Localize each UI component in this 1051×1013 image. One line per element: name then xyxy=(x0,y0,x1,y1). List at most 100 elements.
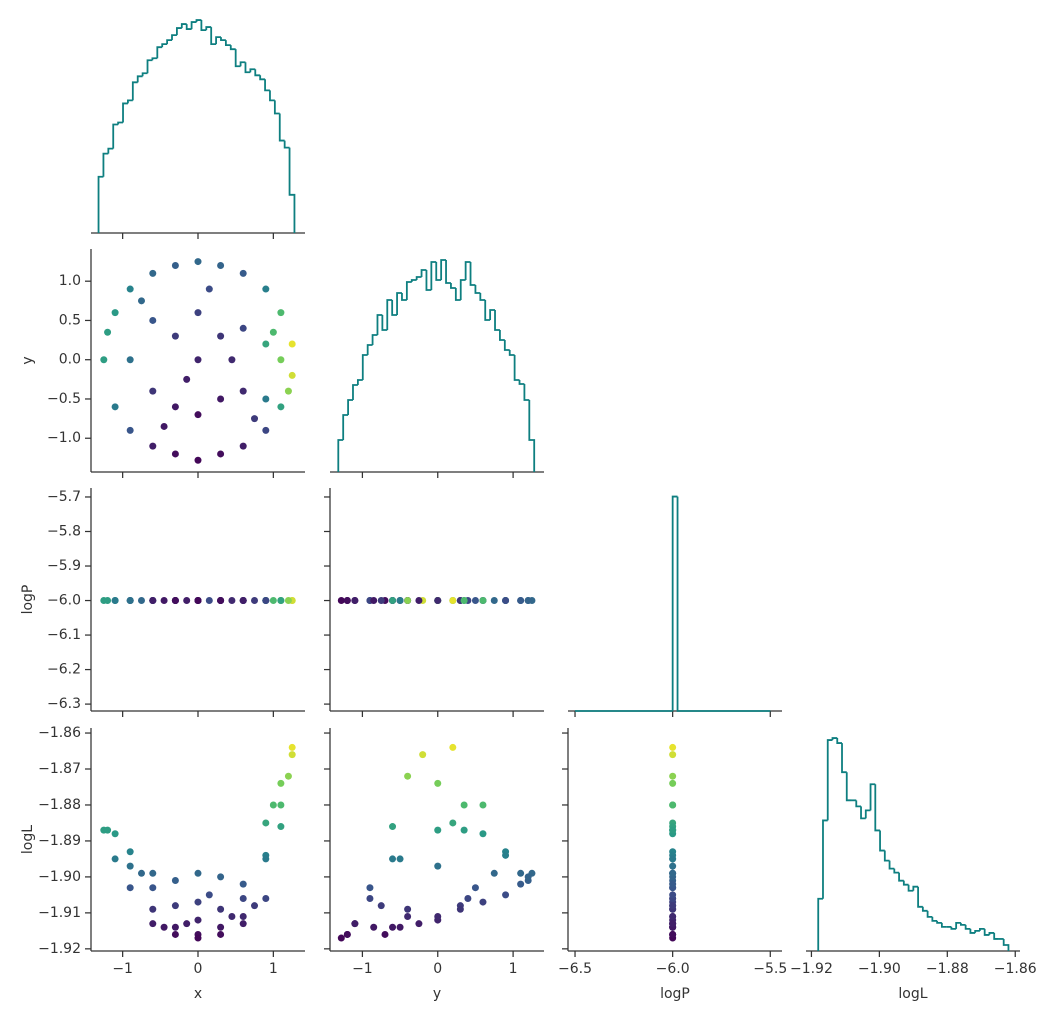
scatter-point xyxy=(351,597,359,605)
scatter-point xyxy=(284,597,292,605)
scatter-point xyxy=(194,934,202,942)
hist-step xyxy=(964,924,971,930)
hist-step xyxy=(264,79,270,92)
scatter-point xyxy=(149,884,157,892)
hist-step xyxy=(342,414,349,440)
scatter-point xyxy=(171,923,179,931)
hist-step xyxy=(993,932,999,940)
y-tick-label: −5.9 xyxy=(47,558,81,574)
hist-step xyxy=(171,34,177,41)
hist-step xyxy=(288,147,296,233)
hist-step xyxy=(146,59,153,74)
hist-step xyxy=(445,260,451,284)
x-axis-label: x xyxy=(194,986,202,1002)
hist-step xyxy=(259,75,266,81)
hist-step xyxy=(420,269,427,277)
scatter-point xyxy=(251,415,259,423)
hist-step xyxy=(415,276,422,280)
y-tick-label: −6.0 xyxy=(47,593,81,609)
scatter-point xyxy=(251,597,259,605)
hist-step xyxy=(244,62,251,74)
hist-step xyxy=(229,45,236,51)
y-tick-label: 1.0 xyxy=(59,273,81,289)
scatter-point xyxy=(434,862,442,870)
scatter-point xyxy=(149,442,157,450)
scatter-point xyxy=(434,912,442,920)
scatter-point xyxy=(126,285,134,293)
scatter-point xyxy=(262,597,270,605)
hist-step xyxy=(102,152,109,177)
scatter-point xyxy=(524,597,532,605)
scatter-point xyxy=(126,356,134,364)
hist-step xyxy=(474,285,481,294)
scatter-point xyxy=(517,869,525,877)
x-tick-label: −5.5 xyxy=(753,961,787,977)
scatter-point xyxy=(217,905,225,913)
scatter-point xyxy=(404,912,412,920)
hist-step xyxy=(879,830,885,852)
scatter-point xyxy=(160,597,168,605)
hist-step xyxy=(528,400,536,472)
scatter-point xyxy=(669,930,677,938)
hist-step xyxy=(836,738,843,744)
scatter-point xyxy=(104,328,112,336)
scatter-point xyxy=(149,316,157,324)
scatter-point xyxy=(502,891,510,899)
hist-step xyxy=(494,310,500,331)
scatter-point xyxy=(171,930,179,938)
scatter-point xyxy=(669,912,677,920)
x-tick-label: −6.0 xyxy=(656,961,690,977)
scatter-point xyxy=(194,869,202,877)
scatter-point xyxy=(111,597,119,605)
scatter-point xyxy=(228,597,236,605)
scatter-point xyxy=(239,597,247,605)
hist-step xyxy=(469,262,476,286)
scatter-point xyxy=(404,597,412,605)
scatter-point xyxy=(456,905,464,913)
hist-step xyxy=(401,293,407,301)
scatter-point xyxy=(269,801,277,809)
hist-step xyxy=(176,27,182,36)
hist-step xyxy=(454,288,461,301)
hist-step xyxy=(893,868,900,874)
scatter-point xyxy=(460,826,468,834)
hist-step xyxy=(234,49,241,68)
hist-step xyxy=(381,315,388,331)
y-tick-label: −1.86 xyxy=(38,725,81,741)
hist-step xyxy=(117,121,124,125)
x-tick-label: −1.88 xyxy=(926,961,969,977)
hist-step xyxy=(513,355,520,381)
hist-step xyxy=(902,880,909,886)
scatter-point xyxy=(277,356,285,364)
y-tick-label: −0.5 xyxy=(47,391,81,407)
scatter-point xyxy=(262,340,270,348)
scatter-point xyxy=(228,912,236,920)
hist-step xyxy=(864,809,871,819)
x-axis-label: logL xyxy=(898,986,927,1002)
hist-step xyxy=(136,75,143,83)
scatter-point xyxy=(194,456,202,464)
scatter-point xyxy=(460,801,468,809)
scatter-point xyxy=(137,597,145,605)
hist-step xyxy=(845,772,852,802)
scatter-point xyxy=(277,779,285,787)
x-tick-label: −1 xyxy=(112,961,133,977)
hist-step xyxy=(254,69,261,77)
scatter-point xyxy=(288,371,296,379)
hist-step xyxy=(376,314,383,335)
scatter-point xyxy=(126,862,134,870)
hist-step xyxy=(425,270,432,291)
scatter-point xyxy=(104,826,112,834)
scatter-point xyxy=(111,403,119,411)
hist-step xyxy=(921,906,928,912)
scatter-point xyxy=(669,891,677,899)
hist-step xyxy=(205,26,212,31)
scatter-point xyxy=(205,597,213,605)
scatter-point xyxy=(149,920,157,928)
scatter-point xyxy=(160,422,168,430)
hist-step xyxy=(841,743,847,774)
hist-step xyxy=(337,439,344,472)
scatter-point xyxy=(194,898,202,906)
scatter-point xyxy=(149,269,157,277)
